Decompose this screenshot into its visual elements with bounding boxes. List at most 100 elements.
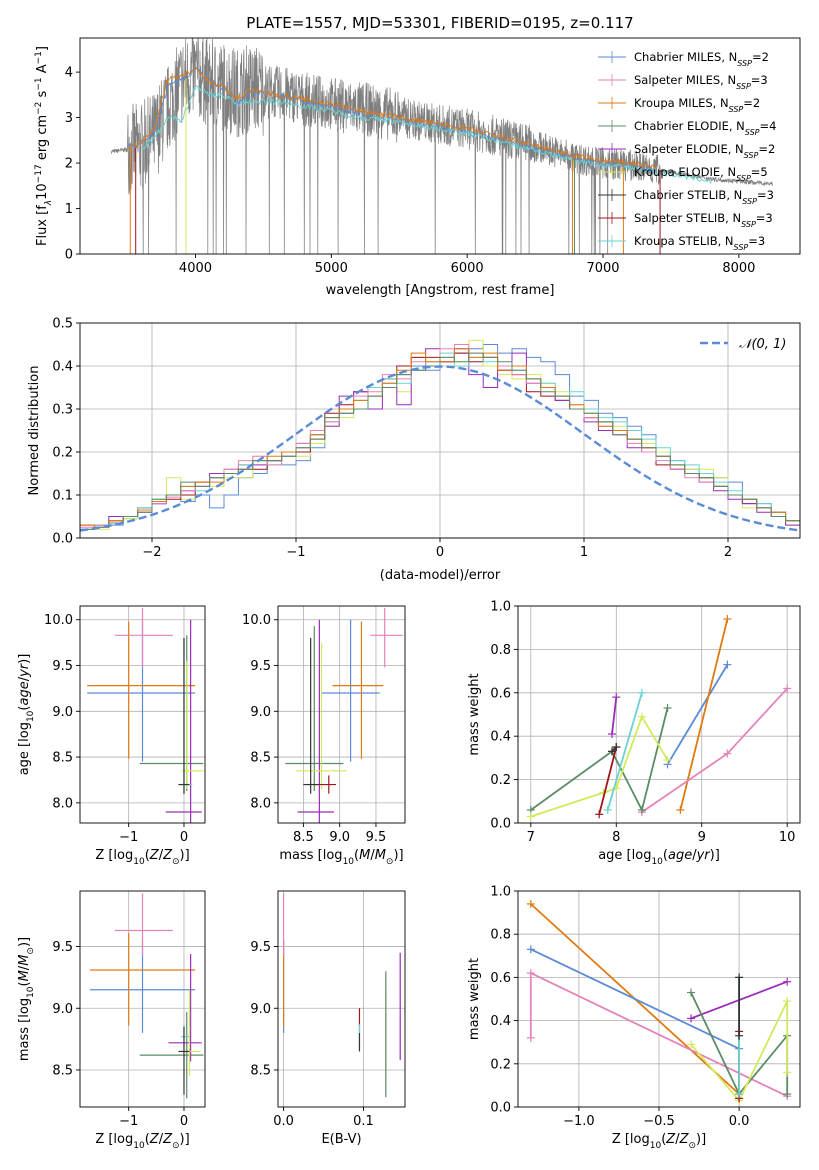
y-axis-label: mass weight xyxy=(467,673,482,755)
y-tick-label: 3 xyxy=(65,111,73,126)
y-tick-label: 8.5 xyxy=(250,1063,271,1078)
y-tick-label: 10.0 xyxy=(44,613,73,628)
x-tick-label: 2 xyxy=(724,545,732,560)
y-tick-label: 4 xyxy=(65,66,73,81)
y-tick-label: 0.1 xyxy=(52,489,73,504)
weight-line xyxy=(690,1000,789,1103)
y-tick-label: 0.2 xyxy=(490,1057,511,1072)
frame-age-vs-z: −1 0 8.0 8.5 9.0 9.5 10.0 xyxy=(44,605,206,845)
residuals-plot: (data-model)/error Normed distribution 𝒩(0… xyxy=(27,337,800,583)
y-tick-label: 9.0 xyxy=(250,705,271,720)
y-tick-label: 1.0 xyxy=(490,885,511,900)
histogram-step xyxy=(80,352,800,530)
weight-vs-z-plot: Z [log10(Z/Z⊙)] mass weight xyxy=(467,899,792,1151)
x-axis-label: Z [log10(Z/Z⊙)] xyxy=(95,1132,189,1151)
x-axis-label: Z [log10(Z/Z⊙)] xyxy=(95,848,189,867)
x-tick-label: 5000 xyxy=(315,261,348,276)
x-tick-label: 0.0 xyxy=(729,1114,750,1129)
axes-age-vs-mass xyxy=(278,606,405,823)
x-tick-label: −1 xyxy=(119,830,138,845)
model-line xyxy=(127,67,658,169)
errorbars xyxy=(285,607,403,823)
legend-label: Salpeter STELIB, NSSP=3 xyxy=(634,211,773,229)
y-tick-label: 9.0 xyxy=(52,1002,73,1017)
axes-frame xyxy=(79,890,206,1108)
frame-mass-vs-z: −1 0 8.5 9.0 9.5 xyxy=(52,890,206,1129)
x-axis-label: Z [log10(Z/Z⊙)] xyxy=(612,1132,706,1151)
x-tick-label: 8.5 xyxy=(293,830,314,845)
weight-line xyxy=(611,746,617,753)
legend-label: Chabrier ELODIE, NSSP=4 xyxy=(634,119,776,137)
legend-label: 𝒩(0, 1) xyxy=(739,337,786,352)
y-axis-label: Flux [fλ10−17 erg cm−2 s−1 A−1] xyxy=(34,46,54,246)
y-tick-label: 0.8 xyxy=(490,928,511,943)
axes-frame xyxy=(79,37,801,255)
weight-line xyxy=(530,707,669,813)
x-axis-label: E(B-V) xyxy=(321,1132,361,1147)
y-axis-label: Normed distribution xyxy=(27,366,42,496)
legend: Chabrier MILES, NSSP=2 Salpeter MILES, NS… xyxy=(598,50,776,252)
weight-line xyxy=(611,696,618,735)
y-tick-label: 1 xyxy=(65,202,73,217)
y-tick-label: 9.5 xyxy=(52,940,73,955)
weight-line xyxy=(598,746,618,815)
weight-line xyxy=(606,692,643,811)
y-tick-label: 8.0 xyxy=(250,796,271,811)
spectrum-plot: wavelength [Angstrom, rest frame] Flux [f… xyxy=(34,38,776,298)
legend-label: Kroupa ELODIE, NSSP=5 xyxy=(634,165,768,183)
frame-weight-vs-age: 7 8 9 10 0.0 0.2 0.4 0.6 0.8 1.0 xyxy=(490,600,801,845)
y-tick-label: 0 xyxy=(65,248,73,263)
axes-frame xyxy=(277,890,406,1108)
y-tick-label: 0.0 xyxy=(52,532,73,547)
mass-vs-ebv-plot: E(B-V) xyxy=(282,893,401,1147)
x-tick-label: 8 xyxy=(612,830,620,845)
y-tick-label: 9.0 xyxy=(52,705,73,720)
axes-frame xyxy=(517,605,801,824)
y-tick-label: 9.5 xyxy=(52,659,73,674)
x-tick-label: −2 xyxy=(142,545,161,560)
x-axis-label: mass [log10(M/M⊙)] xyxy=(279,848,403,867)
x-axis-label: (data-model)/error xyxy=(380,568,501,583)
frame-residuals: −2 −1 0 1 2 0.0 0.1 0.2 0.3 0.4 0.5 xyxy=(52,317,801,560)
y-tick-label: 0.4 xyxy=(490,1014,511,1029)
y-tick-label: 0.0 xyxy=(490,817,511,832)
y-tick-label: 8.5 xyxy=(52,751,73,766)
y-tick-label: 0.5 xyxy=(52,317,73,332)
x-tick-label: 7000 xyxy=(586,261,619,276)
y-tick-label: 9.0 xyxy=(250,1002,271,1017)
model-line xyxy=(140,84,713,184)
y-tick-label: 10.0 xyxy=(242,613,271,628)
x-tick-label: 9 xyxy=(698,830,706,845)
y-tick-label: 0.6 xyxy=(490,971,511,986)
x-tick-label: 0 xyxy=(180,830,188,845)
figure-title: PLATE=1557, MJD=53301, FIBERID=0195, z=0… xyxy=(246,14,633,32)
errorbars xyxy=(87,607,204,823)
weight-line xyxy=(530,948,740,1050)
legend-label: Chabrier MILES, NSSP=2 xyxy=(634,50,769,68)
y-tick-label: 0.6 xyxy=(490,686,511,701)
y-tick-label: 8.5 xyxy=(52,1063,73,1078)
legend-label: Kroupa STELIB, NSSP=3 xyxy=(634,234,765,252)
weight-line xyxy=(679,618,729,811)
weight-line xyxy=(666,664,729,765)
x-tick-label: 0.1 xyxy=(353,1114,374,1129)
x-axis-label: wavelength [Angstrom, rest frame] xyxy=(326,283,555,298)
y-tick-label: 0.2 xyxy=(490,773,511,788)
x-tick-label: 9.0 xyxy=(329,830,350,845)
y-axis-label: mass [log10(M/M⊙)] xyxy=(17,937,36,1061)
spectrum-lines xyxy=(110,38,773,254)
legend-label: Salpeter ELODIE, NSSP=2 xyxy=(634,142,775,160)
y-tick-label: 2 xyxy=(65,157,73,172)
y-tick-label: 0.4 xyxy=(490,730,511,745)
x-tick-label: 1 xyxy=(580,545,588,560)
frame-weight-vs-z: −1.0 −0.5 0.0 0.0 0.2 0.4 0.6 0.8 1.0 xyxy=(490,885,801,1129)
y-tick-label: 0.3 xyxy=(52,403,73,418)
age-vs-mass-plot: mass [log10(M/M⊙)] xyxy=(279,607,404,867)
y-tick-label: 0.0 xyxy=(490,1101,511,1116)
y-tick-label: 9.5 xyxy=(250,659,271,674)
x-tick-label: −0.5 xyxy=(643,1114,675,1129)
x-tick-label: 0 xyxy=(180,1114,188,1129)
legend-label: Chabrier STELIB, NSSP=3 xyxy=(634,188,774,206)
x-tick-label: −1.0 xyxy=(563,1114,595,1129)
axes-frame xyxy=(79,605,206,824)
